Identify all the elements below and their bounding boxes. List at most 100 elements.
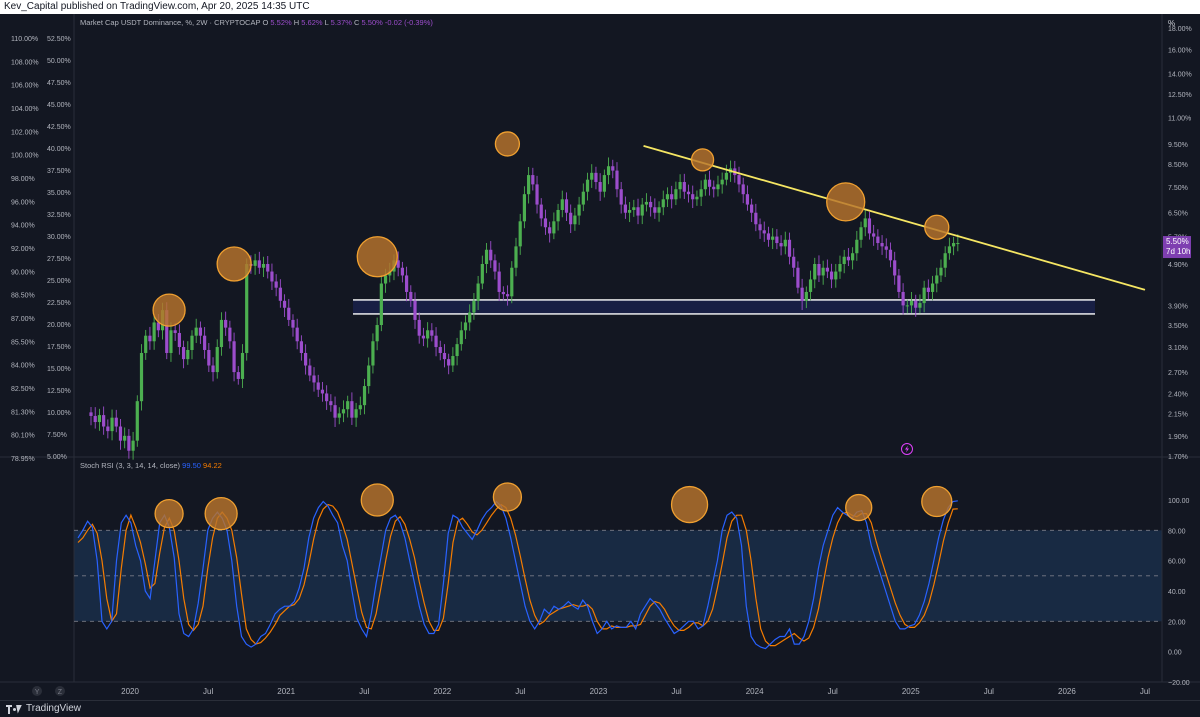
stoch-peak-circle: [921, 485, 953, 518]
candle-body: [131, 440, 135, 451]
left-outer-tick: 94.00%: [11, 223, 35, 230]
candle-body: [156, 322, 160, 331]
candle-body: [426, 330, 430, 339]
candle-body: [468, 312, 472, 323]
left-inner-tick: 15.00%: [47, 366, 71, 373]
price-badge-value: 5.50%: [1166, 237, 1189, 246]
candle-body: [876, 236, 880, 244]
candle-body: [863, 218, 867, 228]
candle-body: [476, 283, 480, 301]
stoch-axis-tick: 20.00: [1168, 619, 1186, 626]
candle-body: [531, 175, 535, 185]
candle-body: [834, 271, 838, 280]
candle-body: [535, 184, 539, 205]
left-outer-tick: 85.50%: [11, 339, 35, 346]
candle-body: [737, 175, 741, 185]
candle-body: [943, 253, 947, 268]
stoch-k-value: 99.50: [182, 461, 201, 470]
candle-body: [127, 435, 131, 451]
candle-body: [186, 349, 190, 360]
axis-corner-buttons[interactable]: Y Z: [32, 686, 65, 696]
candle-body: [699, 189, 703, 197]
candle-body: [703, 179, 707, 190]
price-legend: Market Cap USDT Dominance, %, 2W · CRYPT…: [80, 18, 433, 27]
legend-o-label: O: [262, 18, 268, 27]
support-zone: [353, 299, 1095, 315]
price-peak-circle: [356, 236, 398, 278]
candle-body: [838, 263, 842, 272]
price-axis-tick: 16.00%: [1168, 47, 1192, 54]
lightning-icon[interactable]: [901, 443, 913, 455]
candle-body: [219, 319, 224, 348]
candle-body: [951, 243, 956, 247]
candle-body: [594, 172, 598, 183]
left-inner-tick: 17.50%: [47, 344, 71, 351]
y-axis-toggle-button[interactable]: [32, 686, 42, 696]
candle-body: [152, 322, 156, 342]
stoch-axis-tick: 100.00: [1168, 498, 1190, 505]
candle-body: [337, 413, 341, 418]
stoch-axis-right[interactable]: 100.00 80.00 60.00 40.00 20.00 0.00 −20.00: [1168, 498, 1190, 687]
left-outer-tick: 104.00%: [11, 106, 39, 113]
legend-source: CRYPTOCAP: [214, 18, 260, 27]
candle-body: [884, 246, 888, 250]
trendline[interactable]: [643, 144, 1146, 291]
candle-body: [615, 170, 619, 190]
stoch-axis-tick: 60.00: [1168, 559, 1186, 566]
candle-body: [497, 271, 501, 292]
price-axis-tick: 12.50%: [1168, 92, 1192, 99]
left-outer-tick: 82.50%: [11, 386, 35, 393]
time-axis[interactable]: 2020 Jul 2021 Jul 2022 Jul 2023 Jul 2024 Jul 2025 J…: [121, 687, 1150, 696]
candle-body: [135, 401, 139, 441]
candle-body: [644, 201, 649, 205]
candle-body: [295, 327, 299, 342]
candle-body: [691, 194, 695, 200]
candle-body: [274, 281, 278, 288]
candle-body: [855, 239, 859, 254]
candle-body: [918, 303, 922, 308]
candle-body: [320, 389, 325, 394]
candle-body: [947, 246, 951, 254]
candle-body: [169, 330, 173, 353]
left-outer-tick: 88.50%: [11, 293, 35, 300]
legend-o: 5.52%: [270, 18, 292, 27]
candle-body: [543, 218, 548, 228]
price-axis-tick: 7.50%: [1168, 185, 1188, 192]
tradingview-logo-icon[interactable]: TradingView: [6, 701, 81, 717]
time-axis-tick: 2021: [277, 687, 295, 696]
left-inner-tick: 22.50%: [47, 300, 71, 307]
candle-body: [707, 179, 712, 187]
candle-body: [678, 182, 682, 190]
left-inner-tick: 47.50%: [47, 80, 71, 87]
price-peak-circle: [690, 148, 715, 172]
chart-area[interactable]: 18.00% 16.00% 14.00% 12.50% 11.00% 9.50% 8.50%…: [0, 14, 1200, 700]
tv-mark-icon: [6, 704, 22, 714]
price-peak-circle: [494, 131, 521, 157]
price-axis-left-inner: 52.50% 50.00% 47.50% 45.00% 42.50% 40.00% 37.5…: [47, 36, 71, 461]
candle-body: [590, 172, 594, 180]
candle-body: [177, 332, 181, 348]
candle-body: [796, 267, 800, 288]
candle-body: [640, 204, 644, 216]
candle-body: [569, 212, 573, 225]
price-axis-tick: 11.00%: [1168, 115, 1191, 122]
price-axis-tick: 6.50%: [1168, 211, 1188, 218]
price-axis-tick: 9.50%: [1168, 142, 1188, 149]
left-outer-tick: 100.00%: [11, 153, 39, 160]
left-inner-tick: 30.00%: [47, 234, 71, 241]
candle-body: [308, 365, 312, 376]
candle-body: [606, 166, 611, 176]
left-inner-tick: 5.00%: [47, 454, 67, 461]
candle-body: [872, 233, 876, 237]
time-axis-tick: 2025: [902, 687, 920, 696]
candle-body: [447, 359, 451, 366]
stoch-peak-circle: [154, 498, 184, 529]
candle-body: [522, 194, 527, 222]
z-axis-toggle-button[interactable]: [55, 686, 65, 696]
price-pane[interactable]: [74, 14, 1162, 456]
price-axis-left-outer: 110.00% 108.00% 106.00% 104.00% 102.00% 100.0…: [11, 36, 39, 463]
price-axis-tick: 4.90%: [1168, 262, 1188, 269]
stoch-axis-tick: −20.00: [1168, 680, 1190, 687]
left-outer-tick: 92.00%: [11, 246, 35, 253]
candle-body: [510, 267, 514, 297]
